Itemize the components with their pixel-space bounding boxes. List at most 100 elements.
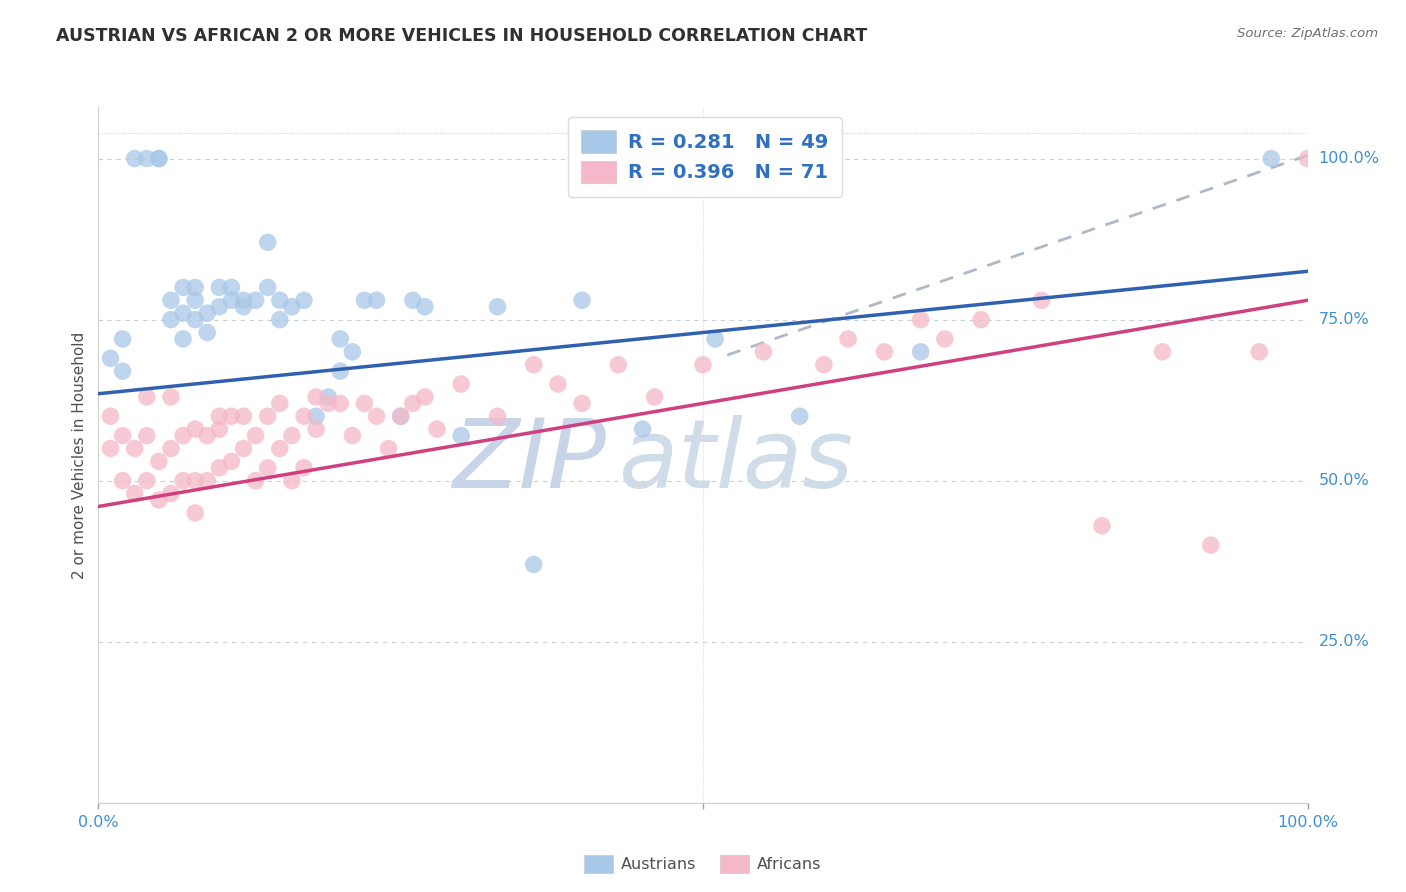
Legend: Austrians, Africans: Austrians, Africans (578, 848, 828, 880)
Point (124, 152, 146, 166)
Point (100, 442, 122, 456)
Point (523, 358, 546, 372)
Point (148, 152, 170, 166)
Point (413, 300, 436, 314)
Point (195, 306, 218, 320)
Point (329, 396, 352, 410)
Point (135, 474, 157, 488)
Point (523, 558, 546, 572)
Point (305, 390, 328, 404)
Point (256, 409, 278, 424)
Text: Source: ZipAtlas.com: Source: ZipAtlas.com (1237, 27, 1378, 40)
Text: 25.0%: 25.0% (1319, 634, 1369, 649)
Point (124, 486, 146, 500)
Point (232, 442, 254, 456)
Point (281, 428, 304, 442)
Point (934, 332, 956, 346)
Point (353, 396, 375, 410)
Point (160, 312, 183, 326)
Point (631, 422, 654, 436)
Point (184, 422, 207, 436)
Point (450, 377, 472, 392)
Point (124, 442, 146, 456)
Point (292, 460, 315, 475)
Point (221, 409, 243, 424)
Point (135, 428, 157, 442)
Point (172, 428, 194, 442)
Text: 100.0%: 100.0% (1319, 151, 1379, 166)
Point (256, 280, 278, 294)
Point (184, 293, 207, 308)
Point (389, 409, 412, 424)
Point (1260, 152, 1282, 166)
Point (269, 442, 291, 456)
Point (1091, 518, 1114, 533)
Point (269, 396, 291, 410)
Point (100, 351, 122, 366)
Point (111, 364, 134, 378)
Point (172, 306, 194, 320)
Point (172, 332, 194, 346)
Point (292, 409, 315, 424)
Point (692, 358, 714, 372)
Point (1031, 293, 1053, 308)
Point (245, 474, 267, 488)
Point (353, 293, 375, 308)
Y-axis label: 2 or more Vehicles in Household: 2 or more Vehicles in Household (72, 331, 87, 579)
Point (644, 390, 666, 404)
Point (245, 293, 267, 308)
Text: AUSTRIAN VS AFRICAN 2 OR MORE VEHICLES IN HOUSEHOLD CORRELATION CHART: AUSTRIAN VS AFRICAN 2 OR MORE VEHICLES I… (56, 27, 868, 45)
Point (402, 396, 425, 410)
Text: 50.0%: 50.0% (1319, 473, 1369, 488)
Point (148, 454, 170, 468)
Point (172, 280, 194, 294)
Point (910, 344, 932, 359)
Point (837, 332, 859, 346)
Point (256, 235, 278, 250)
Point (305, 409, 328, 424)
Point (292, 293, 315, 308)
Point (221, 293, 243, 308)
Point (704, 332, 727, 346)
Point (232, 300, 254, 314)
Point (1296, 152, 1319, 166)
Point (281, 300, 304, 314)
Point (208, 409, 231, 424)
Point (547, 377, 569, 392)
Point (413, 390, 436, 404)
Point (195, 326, 218, 340)
Point (486, 409, 509, 424)
Point (813, 358, 835, 372)
Point (269, 312, 291, 326)
Point (1199, 538, 1222, 552)
Point (486, 300, 509, 314)
Point (789, 409, 811, 424)
Point (329, 364, 352, 378)
Point (450, 428, 472, 442)
Point (342, 344, 364, 359)
Point (366, 409, 388, 424)
Point (208, 300, 231, 314)
Point (221, 280, 243, 294)
Point (1249, 344, 1271, 359)
Legend: R = 0.281   N = 49, R = 0.396   N = 71: R = 0.281 N = 49, R = 0.396 N = 71 (568, 117, 842, 196)
Point (1152, 344, 1174, 359)
Text: atlas: atlas (619, 416, 853, 508)
Point (607, 358, 630, 372)
Point (221, 454, 243, 468)
Point (111, 332, 134, 346)
Point (232, 293, 254, 308)
Point (111, 474, 134, 488)
Point (281, 474, 304, 488)
Point (135, 390, 157, 404)
Point (195, 474, 218, 488)
Point (256, 460, 278, 475)
Point (100, 409, 122, 424)
Point (571, 396, 593, 410)
Point (184, 280, 207, 294)
Point (160, 390, 183, 404)
Point (426, 422, 449, 436)
Point (208, 460, 231, 475)
Point (329, 332, 352, 346)
Point (269, 293, 291, 308)
